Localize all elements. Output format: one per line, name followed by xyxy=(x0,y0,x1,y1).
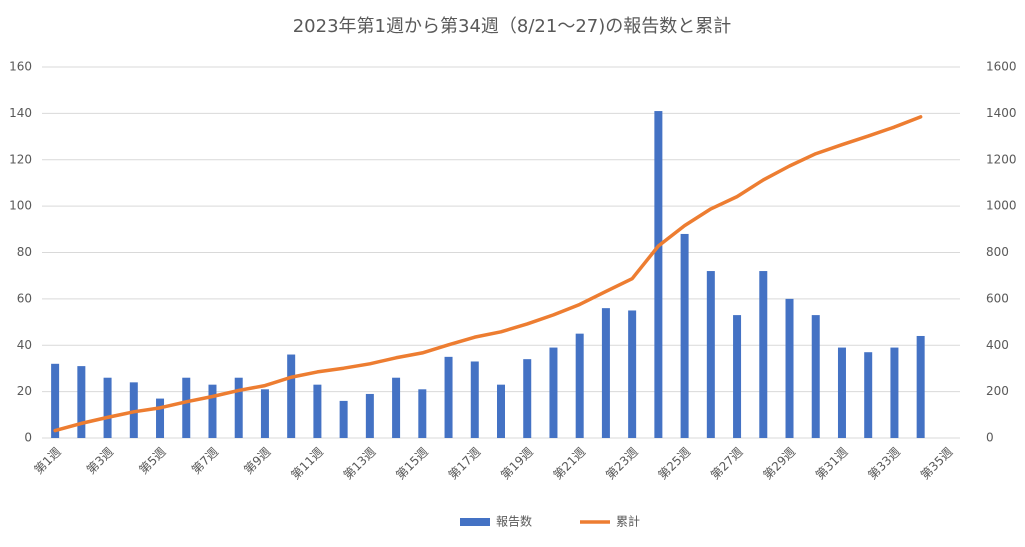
y-tick-label: 0 xyxy=(24,431,32,445)
legend-label: 累計 xyxy=(616,514,640,529)
y2-tick-label: 800 xyxy=(986,245,1009,259)
bar xyxy=(392,377,401,438)
bar xyxy=(785,298,794,438)
x-tick-label: 第15週 xyxy=(393,445,431,483)
bar xyxy=(811,315,820,438)
bar xyxy=(575,333,584,438)
y-tick-label: 140 xyxy=(9,106,32,120)
y2-tick-label: 0 xyxy=(986,431,994,445)
y-tick-label: 40 xyxy=(17,338,32,352)
y2-tick-label: 1600 xyxy=(986,60,1017,74)
x-tick-label: 第25週 xyxy=(656,445,694,483)
y2-tick-label: 1400 xyxy=(986,106,1017,120)
y-tick-label: 20 xyxy=(17,384,32,398)
bar xyxy=(51,363,60,438)
bar xyxy=(208,384,217,438)
y2-tick-label: 600 xyxy=(986,291,1009,305)
y-tick-label: 160 xyxy=(9,60,32,74)
x-tick-label: 第7週 xyxy=(189,445,221,477)
bar xyxy=(601,308,610,438)
bar xyxy=(916,335,925,438)
legend-swatch xyxy=(460,518,490,526)
bar xyxy=(470,361,479,438)
bar xyxy=(77,366,86,438)
x-tick-label: 第19週 xyxy=(498,445,536,483)
bar xyxy=(680,233,689,438)
bar xyxy=(234,377,243,438)
bar xyxy=(444,356,453,438)
bar xyxy=(182,377,191,438)
x-tick-label: 第29週 xyxy=(760,445,798,483)
bar xyxy=(339,400,348,438)
x-tick-label: 第11週 xyxy=(288,445,326,483)
x-tick-label: 第13週 xyxy=(341,445,379,483)
y2-tick-label: 400 xyxy=(986,338,1009,352)
x-tick-label: 第23週 xyxy=(603,445,641,483)
bar xyxy=(549,347,558,438)
bar xyxy=(365,393,374,438)
y-tick-label: 60 xyxy=(17,291,32,305)
y2-tick-label: 1000 xyxy=(986,199,1017,213)
bar xyxy=(313,384,322,438)
bar xyxy=(628,310,637,438)
y-tick-label: 120 xyxy=(9,152,32,166)
bar xyxy=(759,271,768,438)
x-tick-label: 第17週 xyxy=(446,445,484,483)
bar xyxy=(523,359,532,438)
x-tick-label: 第35週 xyxy=(918,445,956,483)
x-tick-label: 第9週 xyxy=(241,445,273,477)
x-tick-label: 第3週 xyxy=(84,445,116,477)
bar xyxy=(733,315,742,438)
bar xyxy=(837,347,846,438)
line xyxy=(53,115,923,433)
legend-label: 報告数 xyxy=(496,514,532,529)
x-tick-label: 第33週 xyxy=(865,445,903,483)
bar xyxy=(418,389,427,438)
bar xyxy=(890,347,899,438)
bar xyxy=(864,352,873,438)
bar xyxy=(654,111,663,439)
y-tick-label: 80 xyxy=(17,245,32,259)
x-tick-label: 第1週 xyxy=(31,445,63,477)
bar xyxy=(156,398,165,438)
y2-tick-label: 1200 xyxy=(986,152,1017,166)
bar xyxy=(260,389,269,438)
y2-tick-label: 200 xyxy=(986,384,1009,398)
x-tick-label: 第31週 xyxy=(813,445,851,483)
bar xyxy=(103,377,112,438)
chart-title: 2023年第1週から第34週（8/21～27)の報告数と累計 xyxy=(293,16,732,37)
bar xyxy=(497,384,505,438)
x-tick-label: 第27週 xyxy=(708,445,746,483)
x-tick-label: 第5週 xyxy=(136,445,168,477)
y-tick-label: 100 xyxy=(9,199,32,213)
bar xyxy=(287,354,296,438)
x-tick-label: 第21週 xyxy=(551,445,589,483)
bar xyxy=(706,271,715,438)
